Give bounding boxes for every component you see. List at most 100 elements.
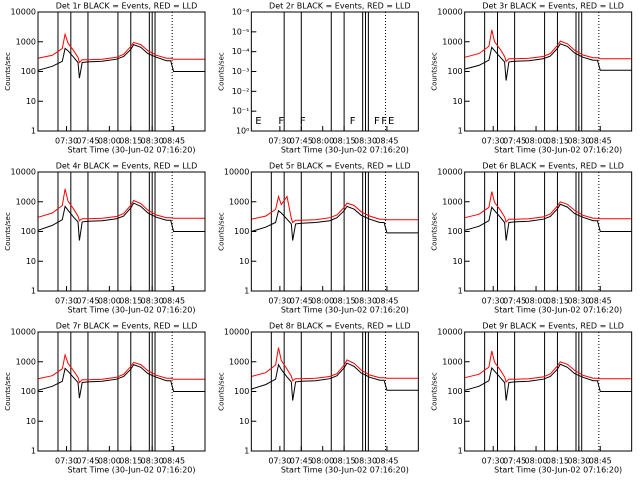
y-tick-label: 10	[452, 257, 462, 266]
x-tick-label: 08:15	[546, 137, 569, 146]
y-tick-label: 10000	[437, 8, 462, 17]
flag-label: F	[381, 116, 387, 127]
x-tick-label: 08:00	[525, 297, 548, 306]
series-line	[37, 363, 205, 399]
panel-title: Det 8r BLACK = Events, RED = LLD	[269, 322, 411, 331]
y-tick-label: 10	[239, 257, 249, 266]
x-tick-label: 08:30	[354, 297, 377, 306]
plot-frame	[250, 331, 419, 452]
y-tick-label: 1	[244, 287, 249, 296]
x-tick-label: 08:45	[375, 457, 398, 466]
x-tick-label: 07:45	[290, 297, 313, 306]
y-tick-label: 10⁻⁵	[232, 27, 250, 36]
y-tick-label: 100	[21, 67, 36, 76]
x-tick-label: 07:30	[268, 457, 291, 466]
plot-frame	[250, 11, 419, 132]
y-tick-label: 10⁰	[236, 127, 249, 136]
plot-frame	[37, 11, 206, 132]
series-line	[464, 203, 632, 241]
x-tick-label: 08:45	[375, 137, 398, 146]
flag-label: F	[278, 116, 284, 127]
x-tick-label: 08:30	[354, 137, 377, 146]
plot-frame	[250, 171, 419, 292]
x-tick-label: 07:45	[76, 137, 99, 146]
x-tick-label: 08:15	[333, 457, 356, 466]
y-tick-label: 100	[21, 387, 36, 396]
y-axis-label: Counts/sec	[4, 52, 12, 91]
y-tick-label: 1000	[229, 197, 249, 206]
y-tick-label: 1000	[16, 37, 36, 46]
x-tick-label: 08:00	[525, 457, 548, 466]
x-tick-label: 08:15	[333, 137, 356, 146]
x-tick-label: 08:15	[119, 297, 142, 306]
x-tick-label: 07:45	[503, 297, 526, 306]
y-axis-label: Counts/sec	[217, 372, 225, 411]
series-line	[464, 43, 632, 81]
series-line	[37, 352, 205, 384]
plot-frame	[464, 331, 633, 452]
y-tick-label: 10⁻²	[232, 87, 250, 96]
series-line	[251, 205, 419, 241]
plot-frame	[464, 171, 633, 292]
x-tick-label: 08:15	[119, 137, 142, 146]
x-tick-label: 08:45	[589, 137, 612, 146]
x-tick-label: 07:30	[482, 457, 505, 466]
x-tick-label: 08:45	[375, 297, 398, 306]
y-tick-label: 1	[31, 447, 36, 456]
y-tick-label: 1000	[229, 357, 249, 366]
y-tick-label: 10000	[11, 328, 36, 337]
x-tick-label: 08:00	[98, 457, 121, 466]
panel-title: Det 4r BLACK = Events, RED = LLD	[56, 162, 198, 171]
panel: Det 4r BLACK = Events, RED = LLD Start Ti…	[4, 162, 206, 315]
y-tick-label: 1000	[442, 197, 462, 206]
x-tick-label: 07:30	[482, 297, 505, 306]
y-tick-label: 10	[452, 417, 462, 426]
panel-title: Det 7r BLACK = Events, RED = LLD	[56, 322, 198, 331]
x-tick-label: 07:45	[503, 137, 526, 146]
panel: Det 5r BLACK = Events, RED = LLD Start Ti…	[217, 162, 419, 315]
series-line	[37, 43, 205, 79]
series-line	[464, 191, 632, 223]
x-tick-label: 07:30	[268, 137, 291, 146]
x-tick-label: 07:30	[55, 457, 78, 466]
y-tick-label: 10	[239, 417, 249, 426]
series-line	[251, 194, 419, 224]
y-tick-label: 10000	[224, 328, 249, 337]
y-tick-label: 10	[26, 417, 36, 426]
x-tick-label: 08:30	[567, 137, 590, 146]
y-tick-label: 1000	[16, 357, 36, 366]
y-tick-label: 10000	[437, 328, 462, 337]
flag-label: F	[350, 116, 356, 127]
panel: Det 9r BLACK = Events, RED = LLD Start Ti…	[431, 322, 633, 475]
x-tick-label: 08:30	[141, 297, 164, 306]
series-line	[464, 29, 632, 63]
x-tick-label: 08:45	[162, 137, 185, 146]
series-line	[37, 32, 205, 64]
x-tick-label: 07:30	[482, 137, 505, 146]
x-tick-label: 07:45	[503, 457, 526, 466]
x-tick-label: 07:30	[55, 137, 78, 146]
panel-title: Det 3r BLACK = Events, RED = LLD	[482, 2, 624, 11]
x-tick-label: 08:00	[311, 457, 334, 466]
x-tick-label: 08:45	[589, 457, 612, 466]
panel: Det 8r BLACK = Events, RED = LLD Start Ti…	[217, 322, 419, 475]
y-axis-label: Counts/sec	[217, 212, 225, 251]
x-axis-label: Start Time (30-Jun-02 07:16:20)	[494, 306, 622, 315]
y-tick-label: 10000	[224, 168, 249, 177]
y-tick-label: 1	[458, 287, 463, 296]
x-axis-label: Start Time (30-Jun-02 07:16:20)	[494, 466, 622, 475]
series-line	[251, 347, 419, 382]
y-tick-label: 100	[21, 227, 36, 236]
panel: Det 1r BLACK = Events, RED = LLD Start Ti…	[4, 2, 206, 155]
plot-frame	[464, 11, 633, 132]
x-tick-label: 08:00	[311, 297, 334, 306]
y-axis-label: Counts/sec	[217, 52, 225, 91]
flag-label: F	[374, 116, 380, 127]
y-tick-label: 100	[234, 387, 249, 396]
panel-title: Det 2r BLACK = Events, RED = LLD	[269, 2, 411, 11]
x-tick-label: 08:15	[333, 297, 356, 306]
x-tick-label: 08:30	[354, 457, 377, 466]
x-tick-label: 08:00	[525, 137, 548, 146]
x-tick-label: 07:45	[290, 457, 313, 466]
